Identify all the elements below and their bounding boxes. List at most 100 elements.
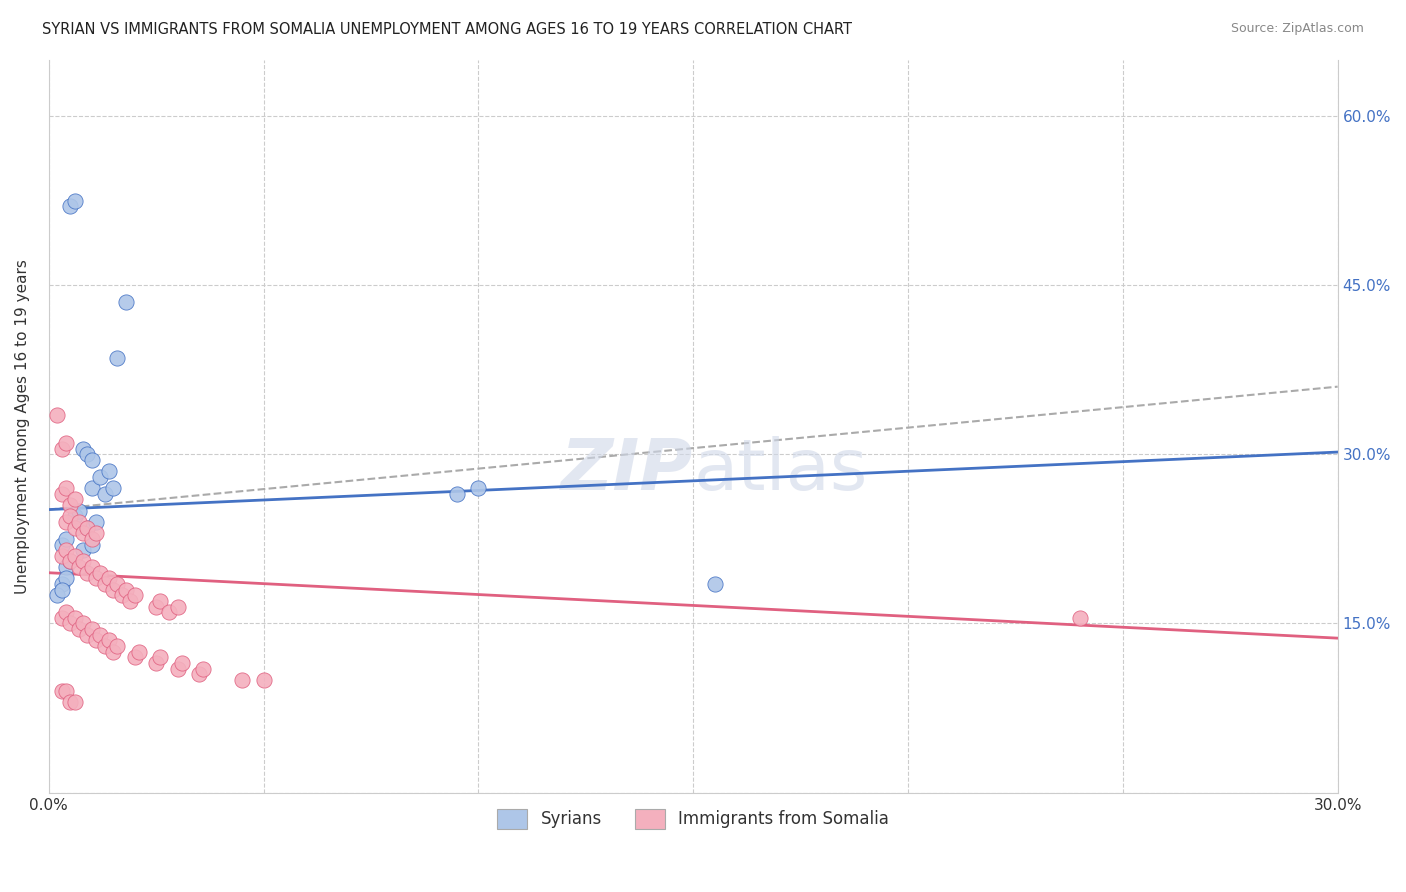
Point (84, 526, 107, 541)
Point (446, 487, 468, 501)
Point (103, 582, 125, 597)
Point (63, 509, 86, 524)
Point (63, 695, 86, 709)
Point (76, 447, 98, 461)
Point (188, 667, 211, 681)
Point (97, 464, 120, 478)
Point (72, 543, 94, 558)
Point (89, 628, 111, 642)
Point (128, 645, 150, 659)
Point (63, 549, 86, 563)
Point (93, 639, 115, 653)
Point (55, 543, 77, 558)
Point (59, 554, 82, 568)
Point (89, 566, 111, 580)
Y-axis label: Unemployment Among Ages 16 to 19 years: Unemployment Among Ages 16 to 19 years (15, 259, 30, 593)
Point (145, 599, 167, 614)
Point (51, 684, 73, 698)
Point (55, 571, 77, 585)
Point (124, 650, 146, 665)
Point (59, 509, 82, 524)
Point (67, 560, 90, 574)
Point (55, 605, 77, 619)
Point (76, 566, 98, 580)
Point (80, 622, 103, 636)
Point (59, 498, 82, 512)
Point (80, 481, 103, 495)
Point (76, 521, 98, 535)
Point (51, 442, 73, 456)
Point (103, 481, 125, 495)
Point (115, 582, 138, 597)
Point (51, 582, 73, 597)
Point (59, 199, 82, 213)
Point (84, 633, 107, 648)
Point (120, 594, 142, 608)
Point (67, 515, 90, 529)
Point (115, 295, 138, 310)
Point (193, 662, 215, 676)
Point (55, 684, 77, 698)
Point (51, 537, 73, 551)
Point (46, 588, 69, 602)
Point (97, 633, 120, 648)
Point (51, 611, 73, 625)
Point (63, 611, 86, 625)
Point (72, 526, 94, 541)
Point (63, 194, 86, 208)
Legend: Syrians, Immigrants from Somalia: Syrians, Immigrants from Somalia (491, 802, 896, 836)
Text: ZIP: ZIP (561, 435, 693, 505)
Point (72, 442, 94, 456)
Point (170, 656, 193, 670)
Point (93, 577, 115, 591)
Point (59, 695, 82, 709)
Point (80, 537, 103, 551)
Point (80, 453, 103, 467)
Point (80, 532, 103, 546)
Point (84, 515, 107, 529)
Point (72, 554, 94, 568)
Point (51, 549, 73, 563)
Point (63, 492, 86, 507)
Point (55, 532, 77, 546)
Point (55, 560, 77, 574)
Point (89, 470, 111, 484)
Point (55, 436, 77, 450)
Text: Source: ZipAtlas.com: Source: ZipAtlas.com (1230, 22, 1364, 36)
Point (51, 487, 73, 501)
Point (107, 639, 129, 653)
Point (1069, 611, 1091, 625)
Point (145, 656, 167, 670)
Point (59, 616, 82, 631)
Text: SYRIAN VS IMMIGRANTS FROM SOMALIA UNEMPLOYMENT AMONG AGES 16 TO 19 YEARS CORRELA: SYRIAN VS IMMIGRANTS FROM SOMALIA UNEMPL… (42, 22, 852, 37)
Point (166, 662, 188, 676)
Point (97, 571, 120, 585)
Point (149, 650, 172, 665)
Text: atlas: atlas (693, 435, 868, 505)
Point (67, 504, 90, 518)
Point (55, 481, 77, 495)
Point (46, 408, 69, 422)
Point (157, 605, 180, 619)
Point (103, 645, 125, 659)
Point (84, 571, 107, 585)
Point (252, 673, 274, 687)
Point (63, 521, 86, 535)
Point (51, 577, 73, 591)
Point (703, 577, 725, 591)
Point (72, 616, 94, 631)
Point (166, 599, 188, 614)
Point (55, 515, 77, 529)
Point (107, 577, 129, 591)
Point (467, 481, 489, 495)
Point (107, 351, 129, 366)
Point (93, 487, 115, 501)
Point (76, 628, 98, 642)
Point (124, 588, 146, 602)
Point (76, 521, 98, 535)
Point (80, 560, 103, 574)
Point (111, 588, 134, 602)
Point (149, 594, 172, 608)
Point (59, 554, 82, 568)
Point (231, 673, 253, 687)
